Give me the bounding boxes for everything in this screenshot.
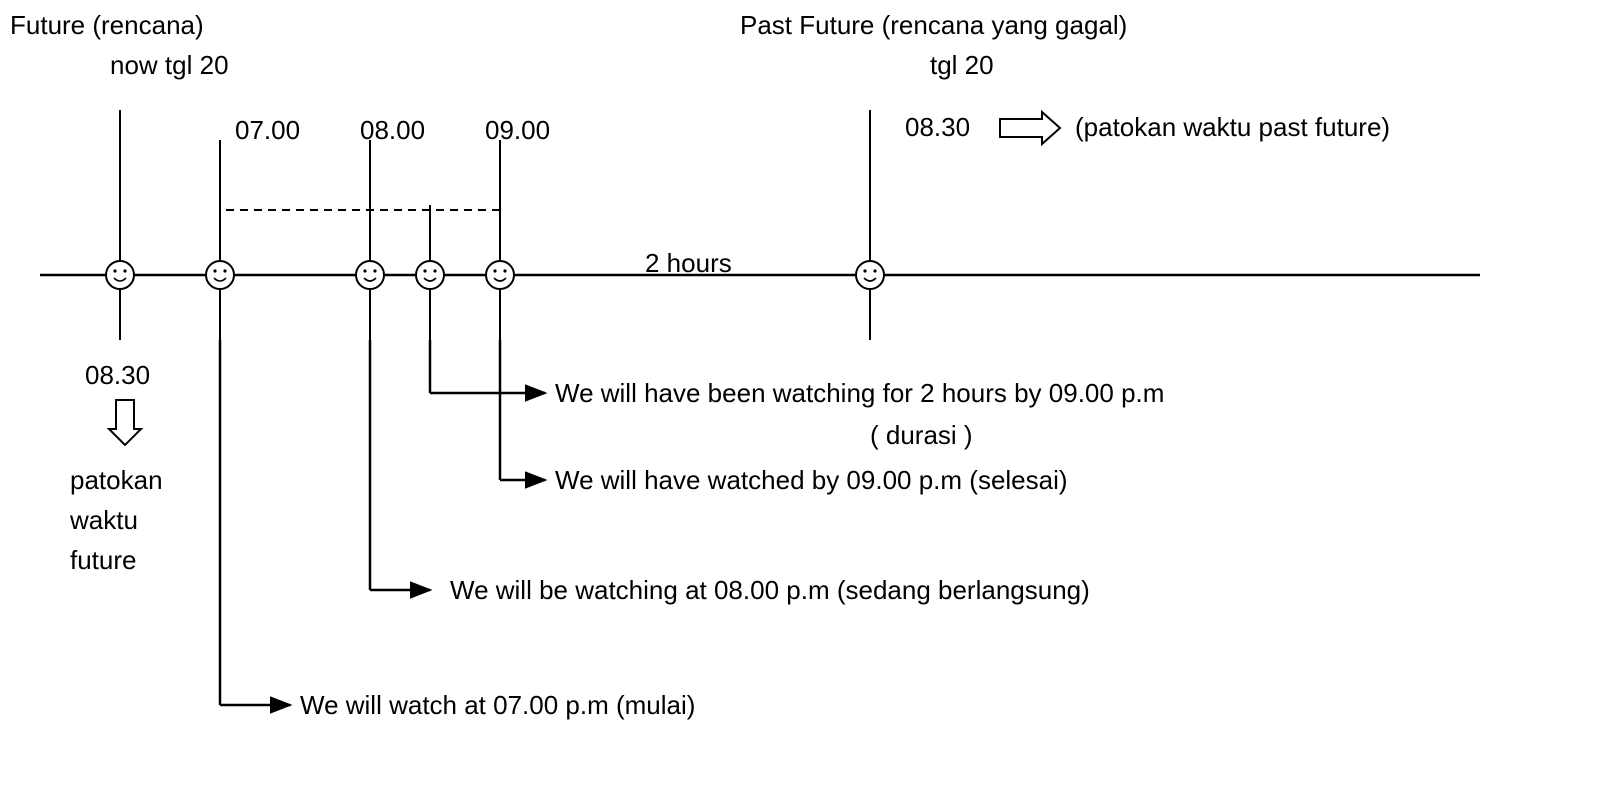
time-0800: 08.00 xyxy=(360,115,425,146)
left-time-0830: 08.30 xyxy=(85,360,150,391)
left-note-l1: patokan xyxy=(70,465,163,496)
sentence-4: We will watch at 07.00 p.m (mulai) xyxy=(300,690,695,721)
sentence-2: We will have watched by 09.00 p.m (seles… xyxy=(555,465,1068,496)
left-note-l3: future xyxy=(70,545,137,576)
header-pastfuture-line2: tgl 20 xyxy=(930,50,994,81)
header-future-line1: Future (rencana) xyxy=(10,10,204,41)
pf-time-0830: 08.30 xyxy=(905,112,970,143)
duration-label: 2 hours xyxy=(645,248,732,279)
sentence-3: We will be watching at 08.00 p.m (sedang… xyxy=(450,575,1090,606)
time-0900: 09.00 xyxy=(485,115,550,146)
sentence-1-sub: ( durasi ) xyxy=(870,420,973,451)
left-note-l2: waktu xyxy=(70,505,138,536)
header-pastfuture-line1: Past Future (rencana yang gagal) xyxy=(740,10,1127,41)
pf-note: (patokan waktu past future) xyxy=(1075,112,1390,143)
sentence-1: We will have been watching for 2 hours b… xyxy=(555,378,1164,409)
time-0700: 07.00 xyxy=(235,115,300,146)
header-future-line2: now tgl 20 xyxy=(110,50,229,81)
